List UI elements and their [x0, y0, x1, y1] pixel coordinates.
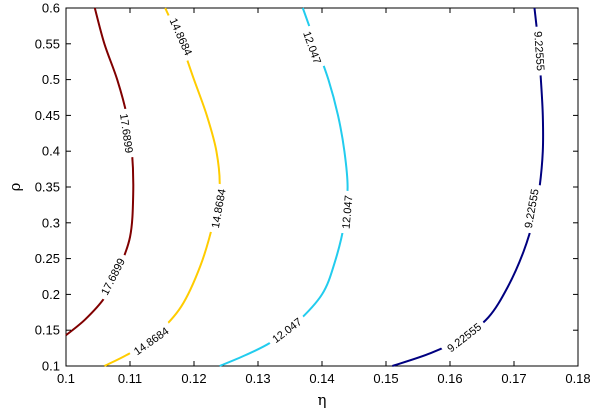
contour-line — [65, 7, 135, 336]
contour-label-bg — [440, 316, 488, 358]
y-tick-label: 0.35 — [35, 180, 60, 195]
y-tick-label: 0.3 — [42, 215, 60, 230]
contour-label-bg — [530, 26, 549, 76]
x-tick-label: 0.12 — [181, 371, 206, 386]
contour-label-text: 12.047 — [341, 195, 356, 230]
y-tick-label: 0.1 — [42, 359, 60, 374]
contour-label: 12.047 — [338, 190, 356, 234]
y-tick-label: 0.5 — [42, 72, 60, 87]
y-axis-ticks: 0.1 0.15 0.2 0.25 0.3 0.35 0.4 0.45 0.5 0.55 0.6 — [35, 1, 578, 374]
contour-label-bg — [520, 183, 543, 234]
y-tick-label: 0.55 — [35, 36, 60, 51]
x-tick-label: 0.17 — [501, 371, 526, 386]
x-axis-ticks: 0.1 0.11 0.12 0.13 0.14 0.15 0.16 0.17 0.18 — [57, 8, 591, 386]
y-tick-label: 0.15 — [35, 323, 60, 338]
contour-label-bg — [338, 190, 356, 234]
contour-label-bg — [95, 251, 131, 302]
x-tick-label: 0.18 — [565, 371, 590, 386]
x-axis-label: η — [318, 391, 327, 409]
y-tick-label: 0.6 — [42, 1, 60, 16]
x-tick-label: 0.13 — [245, 371, 270, 386]
contour-label-bg — [298, 25, 327, 70]
plot-area — [65, 7, 579, 367]
contour-label-bg — [116, 108, 138, 159]
y-tick-label: 0.2 — [42, 287, 60, 302]
x-tick-label: 0.15 — [373, 371, 398, 386]
y-tick-label: 0.4 — [42, 144, 60, 159]
y-tick-label: 0.25 — [35, 251, 60, 266]
contour-label-bg — [127, 321, 176, 361]
x-tick-label: 0.14 — [309, 371, 334, 386]
contour-label: 9.22555 — [530, 26, 549, 76]
contour-label-bg — [207, 183, 230, 234]
x-tick-label: 0.11 — [118, 371, 142, 386]
contour-label-text: 9.22555 — [531, 31, 546, 72]
contour-label-bg — [265, 311, 308, 349]
x-tick-label: 0.1 — [57, 371, 75, 386]
y-tick-label: 0.45 — [35, 108, 60, 123]
y-axis-label: ρ — [6, 182, 24, 191]
contour-label-bg — [164, 11, 198, 62]
x-tick-label: 0.16 — [437, 371, 462, 386]
contour-label: 17.6899 — [116, 108, 138, 159]
contour-label-text: 17.6899 — [117, 113, 134, 154]
